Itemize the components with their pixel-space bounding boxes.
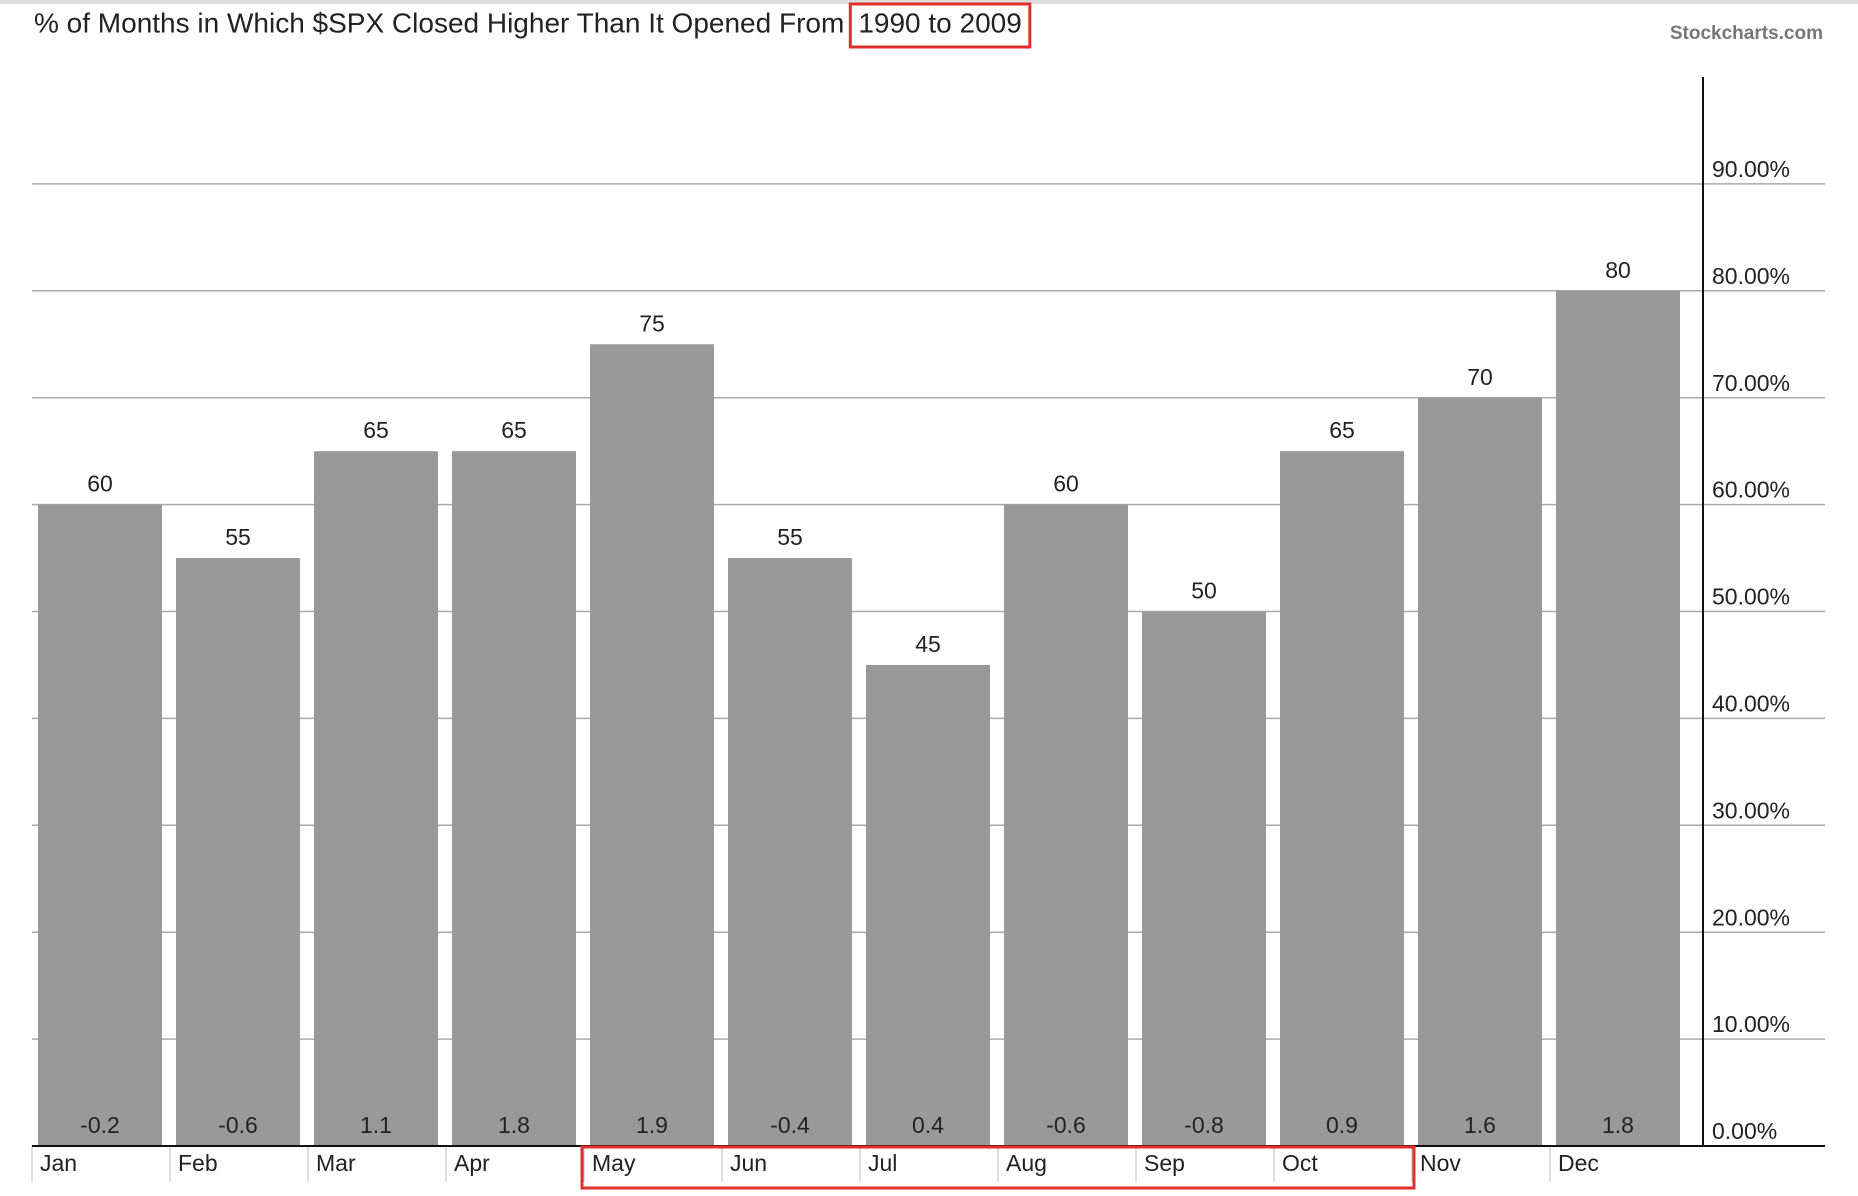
bar [38,504,162,1147]
highlight-box [580,1145,1416,1190]
bottom-label: 1.8 [498,1112,530,1138]
bar [176,558,300,1146]
top-edge [0,0,1858,4]
chart-title-highlight: 1990 to 2009 [858,7,1022,38]
bar [452,451,576,1146]
x-tick-label: Jun [730,1150,767,1176]
value-label: 65 [1329,417,1355,443]
bottom-label: -0.8 [1184,1112,1224,1138]
x-tick-label: Jul [868,1150,897,1176]
x-tick-label: Feb [178,1150,218,1176]
bottom-label: 1.8 [1602,1112,1634,1138]
watermark: Stockcharts.com [1670,23,1823,44]
bottom-label: -0.2 [80,1112,120,1138]
bar [1142,611,1266,1146]
x-tick-label: Sep [1144,1150,1185,1176]
bottom-label: -0.4 [770,1112,810,1138]
x-tick-label: Dec [1558,1150,1599,1176]
y-tick-label: 30.00% [1712,797,1790,823]
y-tick-label: 10.00% [1712,1011,1790,1037]
x-tick-label: May [592,1150,636,1176]
bottom-label: 1.6 [1464,1112,1496,1138]
value-label: 45 [915,631,941,657]
bar [1556,290,1680,1146]
value-label: 70 [1467,364,1493,390]
bar [1004,504,1128,1147]
x-tick-label: Apr [454,1150,490,1176]
bottom-label: 0.4 [912,1112,944,1138]
value-label: 50 [1191,578,1217,604]
value-label: 60 [1053,471,1079,497]
bottom-label: 0.9 [1326,1112,1358,1138]
bar [866,664,990,1146]
value-label: 75 [639,310,665,336]
chart-title: % of Months in Which $SPX Closed Higher … [34,7,844,38]
bar [590,344,714,1146]
y-tick-label: 60.00% [1712,477,1790,503]
bottom-label: 1.9 [636,1112,668,1138]
value-label: 65 [363,417,389,443]
value-label: 80 [1605,257,1631,283]
value-label: 55 [225,524,251,550]
bottom-label: -0.6 [218,1112,258,1138]
x-tick-label: Nov [1420,1150,1461,1176]
value-label: 55 [777,524,803,550]
bar [1418,397,1542,1146]
bar [728,558,852,1146]
bottom-label: -0.6 [1046,1112,1086,1138]
y-tick-label: 80.00% [1712,263,1790,289]
bottom-label: 1.1 [360,1112,392,1138]
x-tick-label: Oct [1282,1150,1318,1176]
value-label: 65 [501,417,527,443]
x-tick-label: Mar [316,1150,356,1176]
highlight-box [848,2,1032,49]
x-tick-label: Aug [1006,1150,1047,1176]
x-tick-label: Jan [40,1150,77,1176]
y-tick-label: 40.00% [1712,690,1790,716]
y-tick-label: 50.00% [1712,584,1790,610]
bar [1280,451,1404,1146]
bar [314,451,438,1146]
y-tick-label: 20.00% [1712,904,1790,930]
value-label: 60 [87,471,113,497]
y-tick-label: 90.00% [1712,156,1790,182]
y-tick-label: 0.00% [1712,1118,1777,1144]
y-tick-label: 70.00% [1712,370,1790,396]
